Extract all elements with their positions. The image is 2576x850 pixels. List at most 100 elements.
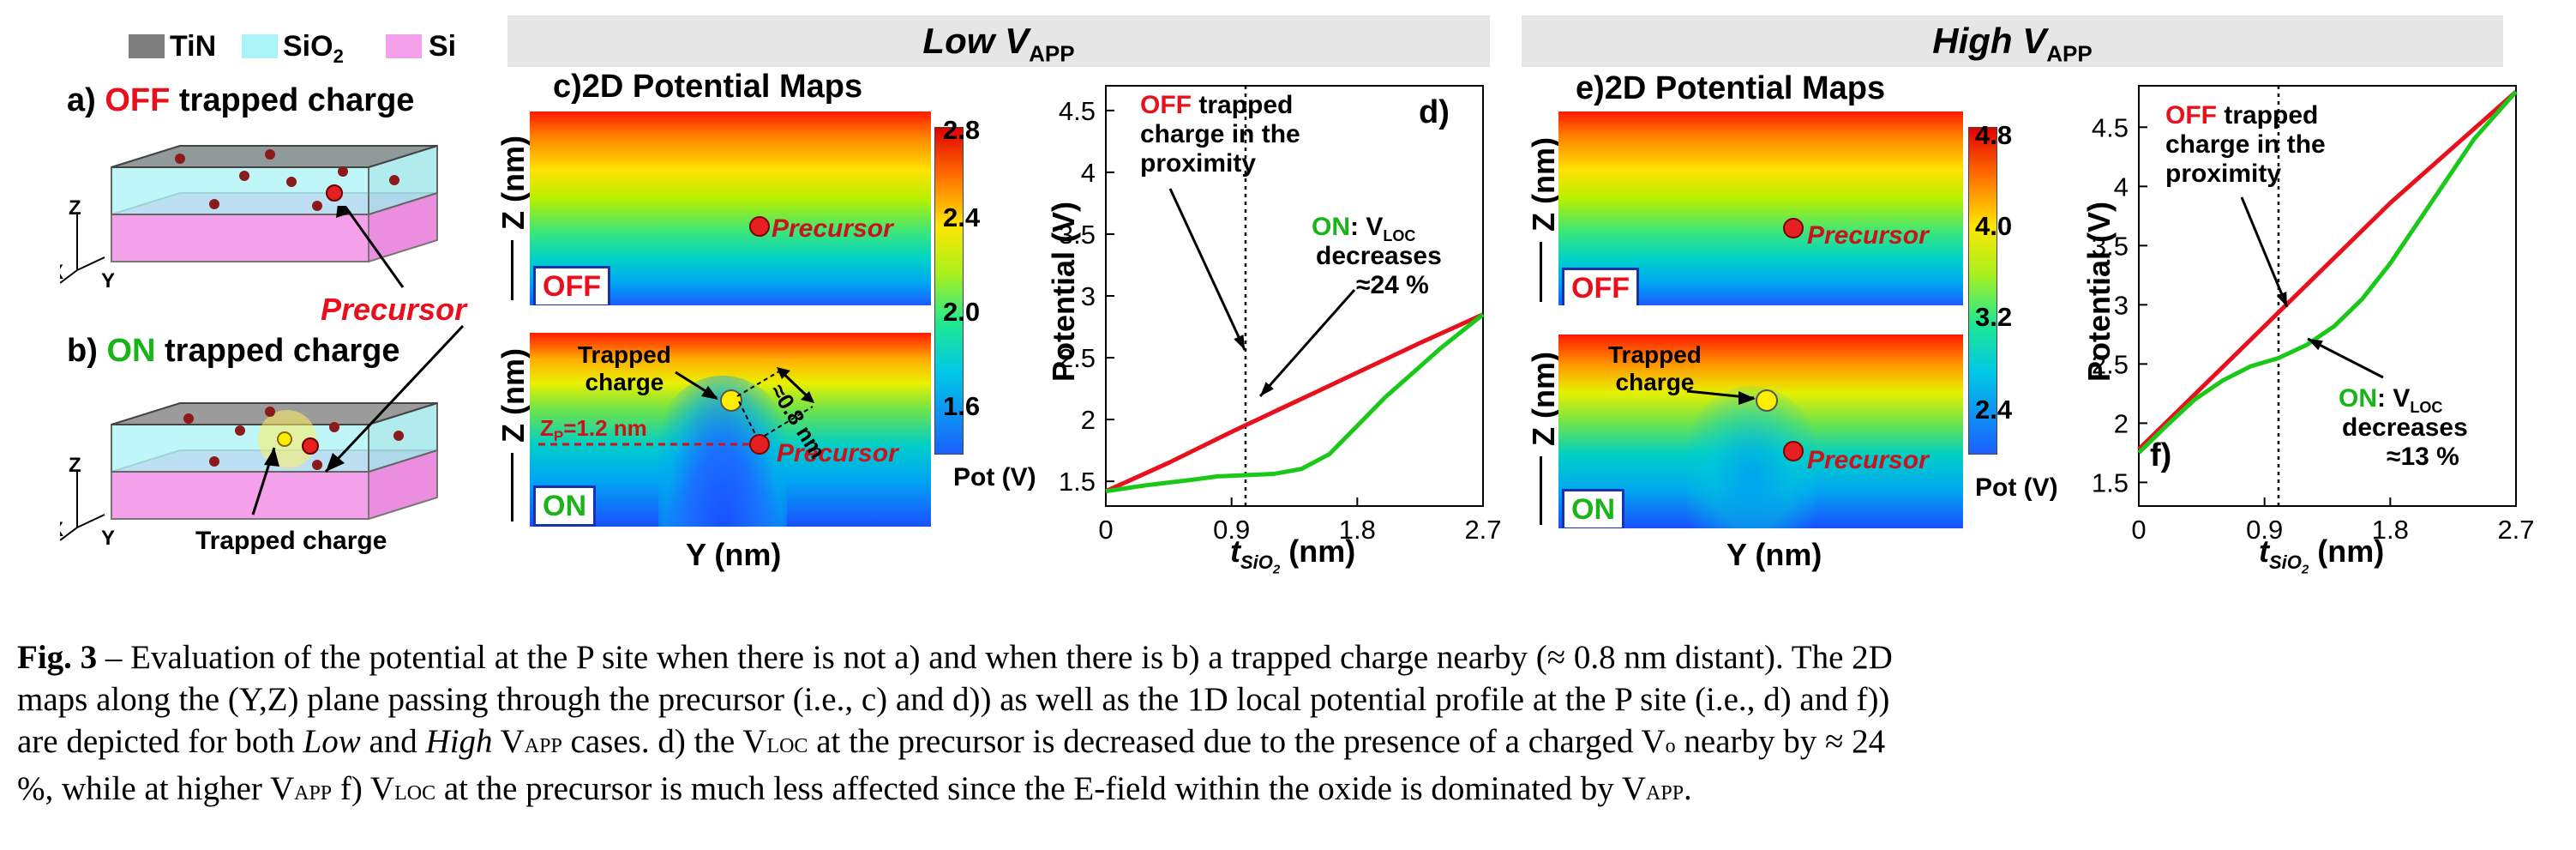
tin-swatch bbox=[129, 34, 165, 58]
zp-label-c: ZP=1.2 nm bbox=[540, 415, 647, 445]
trapped-label-e: Trapped charge bbox=[1608, 341, 1702, 395]
x-tick-label: 2.7 bbox=[2497, 515, 2534, 545]
colorbar-high-tick-0: 4.8 bbox=[1975, 120, 2013, 150]
series-line-off bbox=[1104, 312, 1485, 493]
colorbar-low-tick-3: 1.6 bbox=[943, 391, 981, 421]
x-tick-label: 1.8 bbox=[2372, 515, 2409, 545]
trapped-charge-label-b: Trapped charge bbox=[195, 527, 387, 555]
map-e-z-arrow-on bbox=[1540, 456, 1542, 525]
map-e-z-arrow-off bbox=[1540, 242, 1542, 302]
plot-frame bbox=[2138, 85, 2517, 507]
precursor-dot-c-off bbox=[749, 216, 770, 237]
x-tick-label: 0 bbox=[2131, 515, 2146, 545]
colorbar-high-tick-3: 2.4 bbox=[1975, 395, 2013, 425]
plot-f-container: 1.5 2 2.5 3 3.5 4 4.5 0 0.9 1.8 2.7 f) OFF trapped… bbox=[2057, 77, 2537, 592]
y-tick-label: 1.5 bbox=[1059, 467, 1096, 497]
map-c-off: Precursor OFF bbox=[530, 112, 931, 305]
off-tag-e: OFF bbox=[1562, 268, 1639, 305]
trapped-dot-c bbox=[720, 389, 742, 412]
plot-d-container: 1.5 2 2.5 3 3.5 4 4.5 0 0.9 1.8 2.7 d) OFF trapped… bbox=[1020, 77, 1500, 592]
trapped-dot-e bbox=[1756, 389, 1778, 412]
y-tick-label: 2.5 bbox=[1059, 343, 1096, 373]
annotation-arrowhead bbox=[1260, 382, 1274, 396]
map-e-title: e)2D Potential Maps bbox=[1576, 70, 1886, 106]
colorbar-high-tick-2: 3.2 bbox=[1975, 302, 2013, 332]
plot-f-xlabel: tSiO2 (nm) bbox=[2259, 534, 2385, 577]
plot-d-ylabel: Potential (V) bbox=[1046, 201, 1081, 382]
plot-d-off-annotation: OFF trapped charge in the proximity bbox=[1140, 91, 1300, 178]
tin-label: TiN bbox=[170, 30, 217, 63]
axis-z-a: Z bbox=[69, 196, 81, 220]
map-c-on-annotations bbox=[538, 367, 814, 446]
map-c-z-label-off: Z (nm) bbox=[495, 136, 531, 230]
off-tag-c: OFF bbox=[533, 266, 610, 305]
panel-b-title: b) ON trapped charge bbox=[67, 333, 400, 369]
precursor-dot-e-off bbox=[1783, 218, 1804, 238]
map-e-on-annotations bbox=[1686, 389, 1756, 405]
si-label: Si bbox=[429, 30, 457, 63]
sio2-label: SiO2 bbox=[283, 30, 344, 67]
map-e-z-label-on: Z (nm) bbox=[1526, 352, 1561, 446]
axis-y-a: Y bbox=[101, 269, 115, 292]
series-line-on bbox=[2137, 90, 2518, 455]
annotation-arrow bbox=[1258, 289, 1356, 397]
y-tick-label: 3 bbox=[1081, 281, 1096, 311]
plot-d-letter: d) bbox=[1419, 94, 1450, 130]
plot-d-on-annotation: ON: VLOC bbox=[1312, 213, 1416, 244]
map-c-z-arrow-on bbox=[511, 453, 513, 521]
figure-caption: Fig. 3 – Evaluation of the potential at … bbox=[17, 636, 2559, 815]
sio2-swatch bbox=[242, 34, 278, 58]
x-tick-label: 0.9 bbox=[1213, 515, 1250, 545]
precursor-label-c-on: Precursor bbox=[777, 439, 898, 467]
annotation-arrowhead bbox=[1234, 335, 1245, 350]
map-e-off: Precursor OFF bbox=[1558, 112, 1963, 305]
si-swatch bbox=[386, 34, 422, 58]
y-tick-label: 4 bbox=[1081, 158, 1096, 188]
caption-line-3: are depicted for both Low and High VAPP … bbox=[17, 723, 1886, 760]
map-c-z-arrow-off bbox=[511, 240, 513, 300]
annotation-arrow bbox=[2240, 196, 2289, 308]
colorbar-low-tick-1: 2.4 bbox=[943, 202, 981, 232]
y-tick-label: 3.5 bbox=[1059, 220, 1096, 250]
plot-f-on-line3: ≈13 % bbox=[2387, 443, 2459, 471]
colorbar-high bbox=[1968, 127, 1997, 455]
annotation-arrowhead bbox=[2308, 339, 2323, 351]
caption-line-1: Fig. 3 – Evaluation of the potential at … bbox=[17, 639, 1893, 676]
on-tag-c: ON bbox=[533, 485, 596, 527]
colorbar-low-tick-0: 2.8 bbox=[943, 115, 981, 145]
plot-f-off-annotation: OFF trapped charge in the proximity bbox=[2165, 101, 2326, 188]
y-tick-label: 4.5 bbox=[1059, 96, 1096, 126]
defects-a bbox=[175, 149, 399, 211]
material-legend: TiN SiO2 Si bbox=[129, 26, 489, 69]
y-tick-label: 4.5 bbox=[2092, 112, 2129, 142]
x-tick-label: 1.8 bbox=[1339, 515, 1376, 545]
plot-f-ylabel: Potential (V) bbox=[2081, 201, 2117, 382]
plot-d-on-line2: decreases bbox=[1316, 242, 1442, 270]
series-line-on bbox=[1105, 312, 1485, 494]
series-line-off bbox=[2137, 90, 2518, 451]
precursor-dot-e-on bbox=[1783, 441, 1804, 461]
annotation-arrowhead bbox=[2276, 292, 2287, 307]
precursor-label-c-off: Precursor bbox=[772, 214, 893, 243]
panel-a-title: a) OFF trapped charge bbox=[67, 82, 415, 118]
panel-a-3d-device: Z X Y bbox=[60, 144, 438, 292]
caption-line-4: %, while at higher VAPP f) VLOC at the p… bbox=[17, 770, 1692, 807]
on-tag-e: ON bbox=[1562, 489, 1624, 528]
plot-f-on-line2: decreases bbox=[2342, 413, 2468, 442]
precursor-dot-a bbox=[326, 184, 343, 202]
axis-x-a: X bbox=[60, 261, 63, 284]
precursor-label-e-off: Precursor bbox=[1807, 221, 1929, 250]
plot-d-xlabel: tSiO2 (nm) bbox=[1230, 534, 1356, 577]
y-tick-label: 3.5 bbox=[2092, 231, 2129, 261]
trapped-charge-dot-b bbox=[277, 431, 292, 447]
annotation-arrow bbox=[1168, 188, 1246, 351]
colorbar-high-tick-1: 4.0 bbox=[1975, 211, 2013, 241]
y-tick-label: 1.5 bbox=[2092, 467, 2129, 497]
precursor-dot-b bbox=[302, 437, 319, 455]
svg-text:Z: Z bbox=[69, 454, 81, 477]
axes-a bbox=[60, 214, 105, 284]
map-e-z-label-off: Z (nm) bbox=[1526, 137, 1561, 232]
low-vapp-banner: Low VAPP bbox=[507, 15, 1490, 67]
precursor-label-e-on: Precursor bbox=[1807, 446, 1929, 474]
trapped-label-c: Trapped charge bbox=[578, 341, 671, 395]
